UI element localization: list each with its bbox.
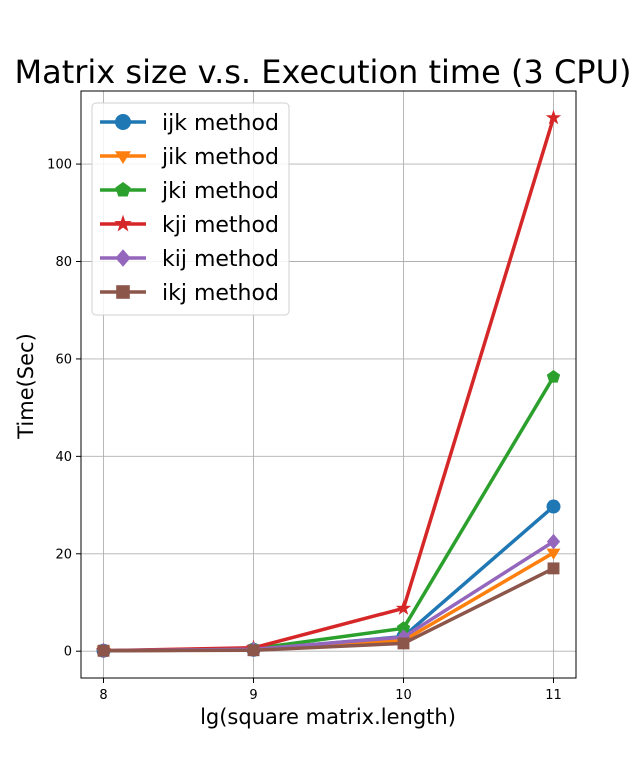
series-jki-method <box>96 369 561 657</box>
y-axis-label: Time(Sec) <box>14 333 38 440</box>
series-ikj-method <box>97 562 560 657</box>
data-point <box>397 637 410 650</box>
data-point <box>546 548 561 560</box>
legend-marker <box>115 249 131 267</box>
data-point <box>546 499 561 514</box>
legend-item: kij method <box>100 247 279 272</box>
series-line <box>103 566 555 653</box>
x-axis-label: lg(square matrix.length) <box>200 705 456 729</box>
y-tick-label: 60 <box>55 352 72 367</box>
data-point <box>547 562 560 575</box>
legend-label: ikj method <box>162 281 279 306</box>
legend-marker <box>116 285 130 299</box>
data-point <box>97 644 110 657</box>
legend-marker <box>115 182 131 197</box>
x-tick-label: 10 <box>395 688 412 703</box>
legend: ijk method jik method jki method kji method… <box>91 102 290 316</box>
series-layer <box>95 109 562 659</box>
series-line <box>103 540 555 653</box>
legend-item: jki method <box>100 179 279 204</box>
legend-item: kji method <box>100 213 279 238</box>
legend-marker <box>115 151 131 164</box>
legend-label: ijk method <box>162 111 279 136</box>
data-point <box>395 600 412 615</box>
y-tick-label: 40 <box>55 450 72 465</box>
legend-label: kij method <box>162 247 279 272</box>
legend-label: jki method <box>161 179 279 204</box>
data-point <box>247 644 260 657</box>
data-point <box>546 369 561 383</box>
data-point <box>396 621 411 634</box>
x-tick-label: 8 <box>99 688 107 703</box>
y-tick-label: 0 <box>64 645 72 660</box>
data-point <box>545 109 562 125</box>
series-line <box>103 376 556 653</box>
chart-title: Matrix size v.s. Execution time (3 CPU) <box>14 53 631 91</box>
legend-item: ijk method <box>100 111 279 136</box>
x-axis-ticks: 8 9 10 11 <box>99 678 562 703</box>
y-tick-label: 100 <box>47 158 72 173</box>
x-tick-label: 11 <box>545 688 562 703</box>
y-tick-label: 80 <box>55 255 72 270</box>
legend-label: kji method <box>162 213 279 238</box>
series-jik-method <box>96 548 561 658</box>
y-tick-label: 20 <box>55 547 72 562</box>
legend-item: jik method <box>100 145 279 170</box>
y-axis-ticks: 0 20 40 60 80 100 <box>47 158 81 660</box>
data-point <box>546 533 561 550</box>
x-tick-label: 9 <box>249 688 257 703</box>
plot-frame <box>80 90 577 679</box>
legend-label: jik method <box>161 145 279 170</box>
data-point <box>396 629 411 645</box>
legend-marker <box>114 214 132 232</box>
legend-marker <box>115 114 131 130</box>
series-ijk-method <box>96 499 561 658</box>
legend-item: ikj method <box>100 281 279 306</box>
